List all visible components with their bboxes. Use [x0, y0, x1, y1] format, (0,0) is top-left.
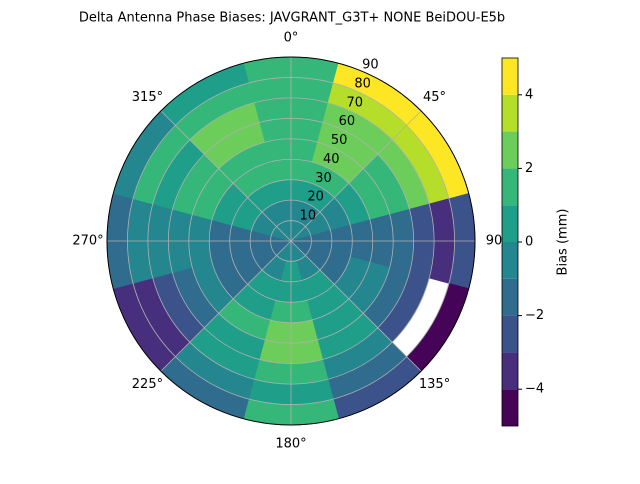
- colorbar-segment: [502, 168, 518, 206]
- colorbar-segment: [502, 352, 518, 390]
- colorbar-tick-label: 0: [525, 235, 533, 250]
- grid-spoke: [290, 110, 422, 242]
- grid-spoke: [160, 240, 292, 372]
- r-tick-label: 90: [362, 58, 379, 73]
- colorbar-tick-label: −4: [525, 382, 544, 397]
- theta-tick-label: 225°: [132, 377, 163, 392]
- colorbar-label: Bias (mm): [556, 209, 571, 276]
- r-tick-label: 30: [315, 171, 332, 186]
- polar-frame: [106, 56, 476, 426]
- r-tick-label: 50: [331, 133, 348, 148]
- colorbar-segment: [502, 242, 518, 279]
- r-tick-label: 20: [307, 190, 324, 205]
- theta-tick-label: 270°: [72, 234, 103, 249]
- theta-tick-label: 90: [486, 234, 503, 249]
- colorbar-segment: [502, 278, 518, 316]
- r-tick-label: 10: [300, 209, 317, 224]
- r-tick-label: 60: [339, 114, 356, 129]
- colorbar-tick-label: 2: [525, 161, 533, 176]
- grid-spoke: [290, 240, 422, 372]
- colorbar-segment: [502, 205, 518, 242]
- chart-title: Delta Antenna Phase Biases: JAVGRANT_G3T…: [79, 11, 505, 26]
- theta-tick-label: 0°: [284, 31, 299, 46]
- r-tick-label: 70: [346, 95, 363, 110]
- colorbar-segment: [502, 315, 518, 353]
- colorbar-segment: [502, 389, 518, 426]
- colorbar-segment: [502, 58, 518, 95]
- r-tick-label: 40: [323, 152, 340, 167]
- colorbar-segment: [502, 94, 518, 132]
- theta-tick-label: 135°: [419, 377, 450, 392]
- theta-tick-label: 180°: [275, 437, 306, 452]
- r-tick-label: 80: [354, 76, 371, 91]
- colorbar-tick-label: 4: [525, 87, 533, 102]
- colorbar-segment: [502, 131, 518, 169]
- grid-spoke: [160, 110, 292, 242]
- theta-tick-label: 315°: [132, 90, 163, 105]
- colorbar-tick-label: −2: [525, 308, 544, 323]
- theta-tick-label: 45°: [423, 90, 446, 105]
